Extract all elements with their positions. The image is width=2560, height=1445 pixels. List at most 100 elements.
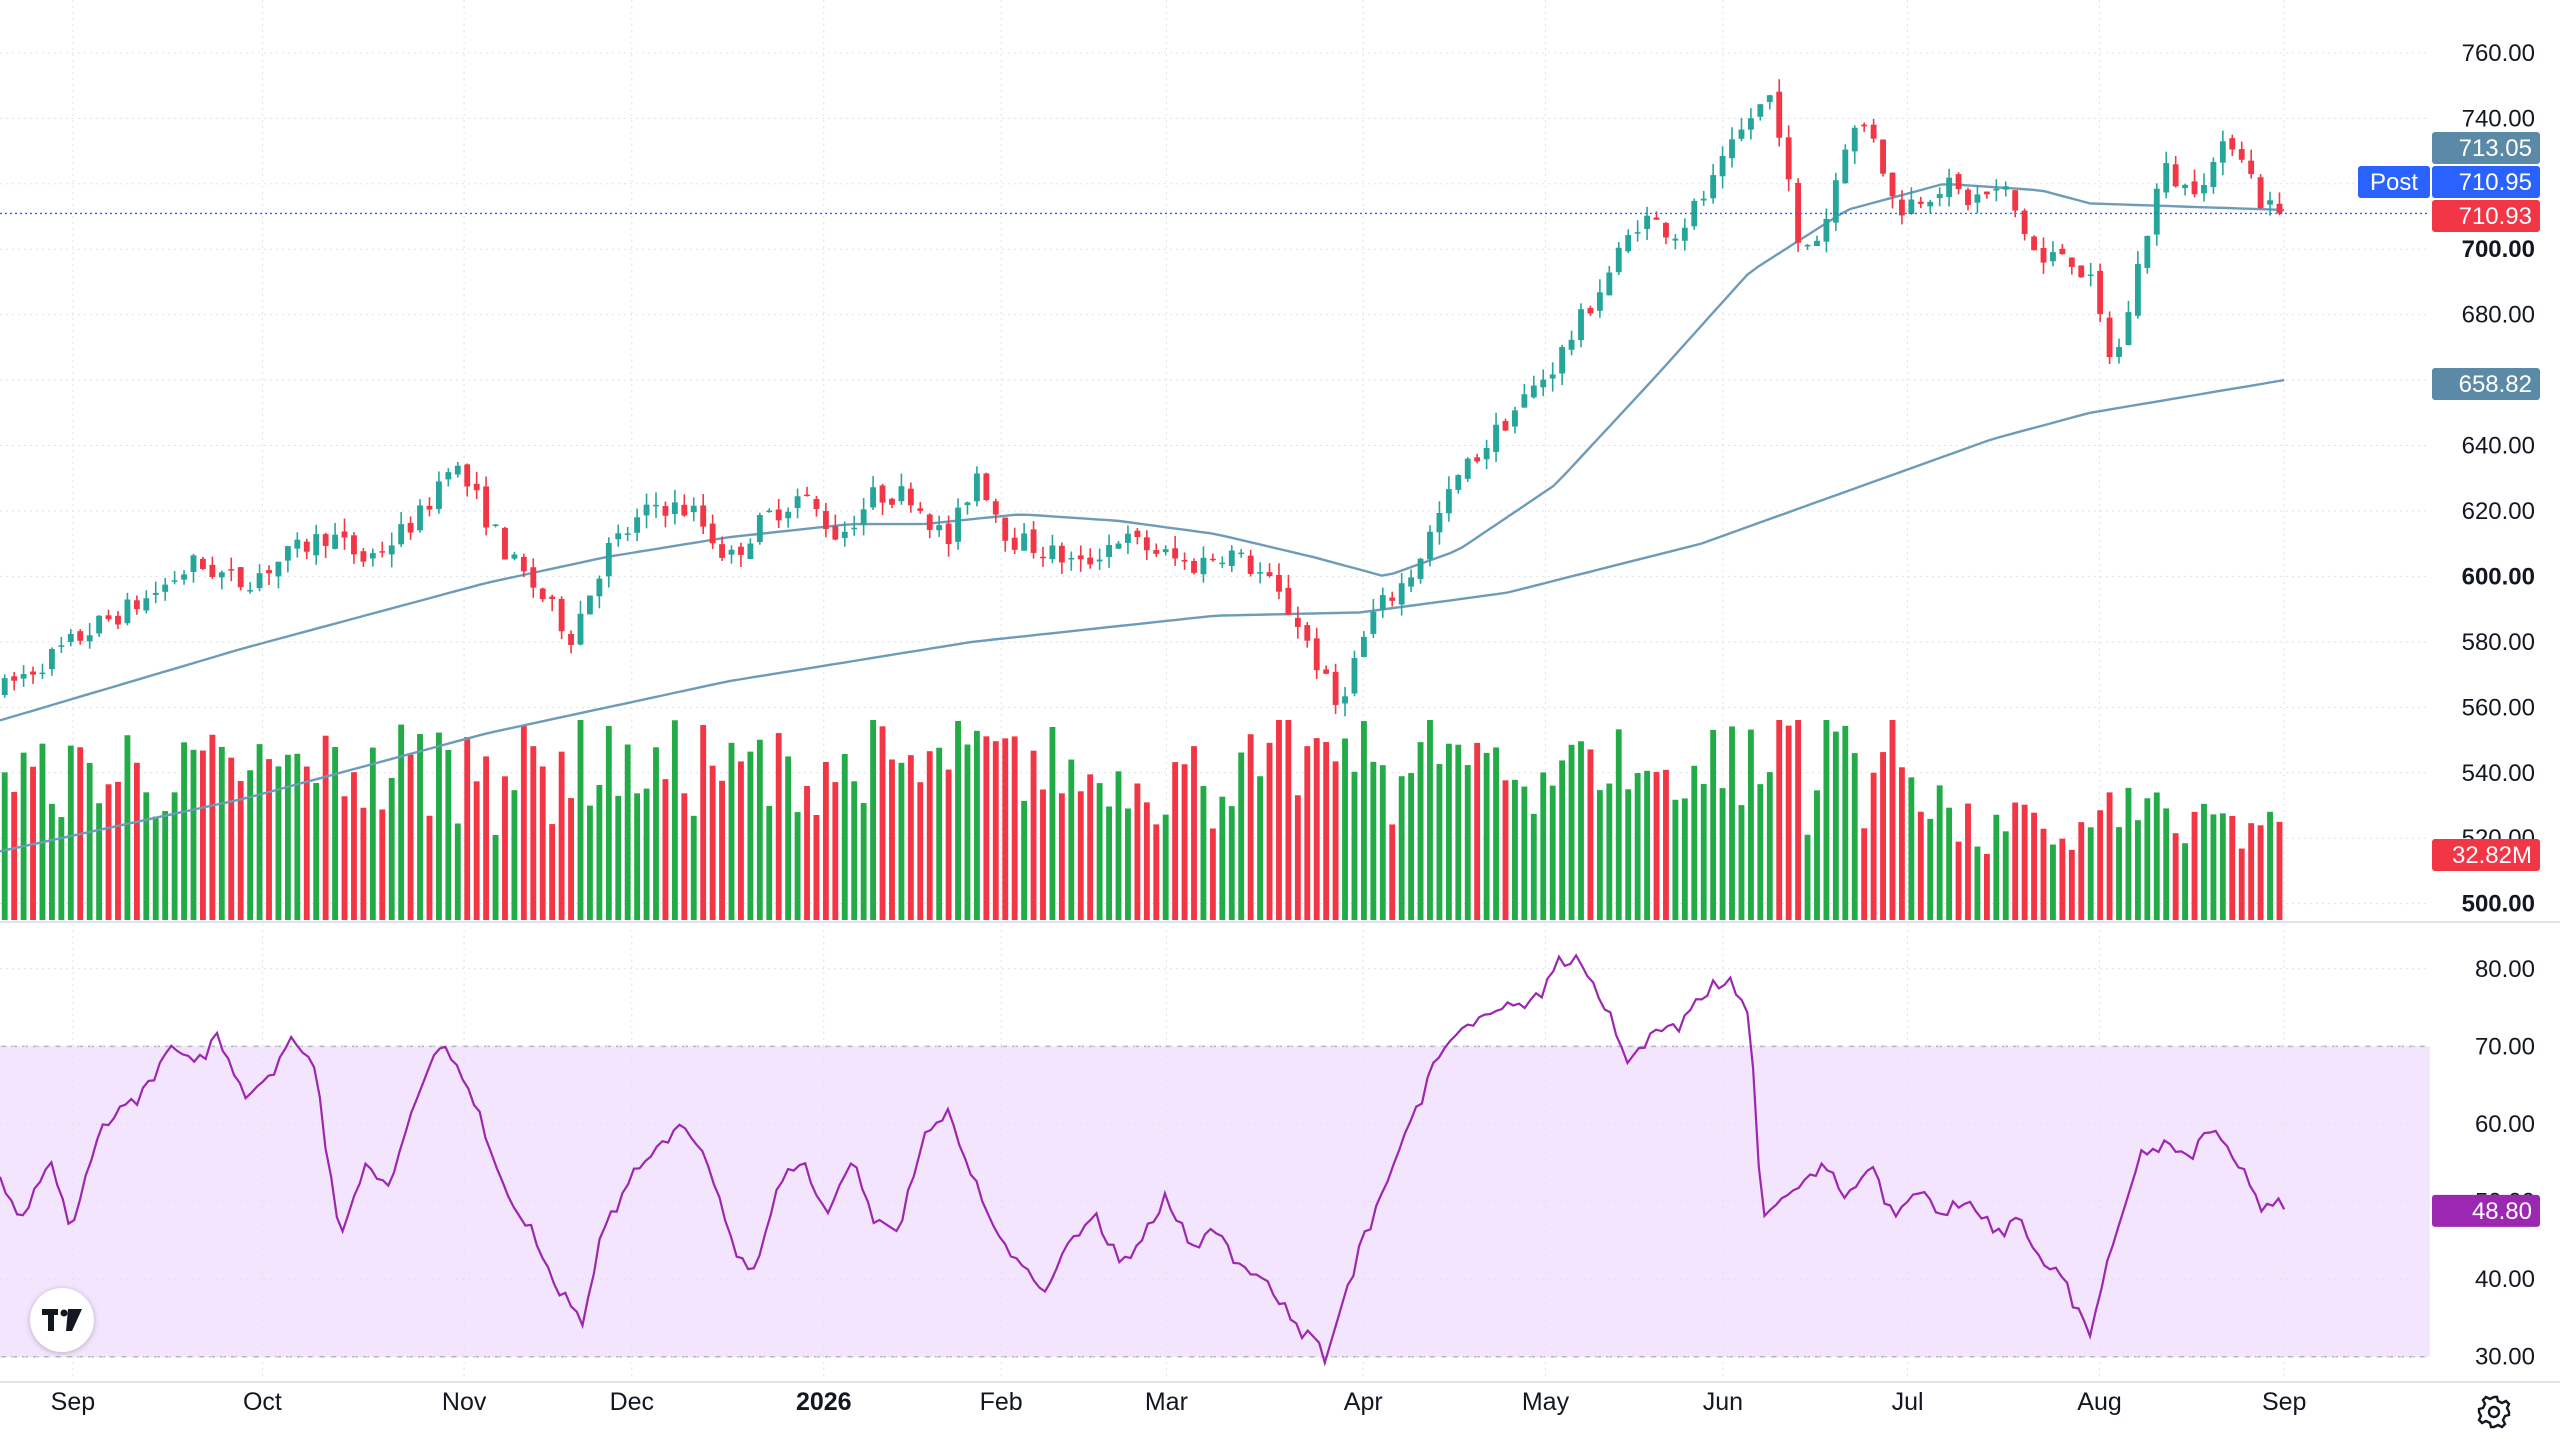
volume-bar <box>2116 827 2122 920</box>
candle-body <box>681 504 688 516</box>
volume-bar <box>1209 828 1216 920</box>
candle-body <box>1672 238 1679 241</box>
candle-body <box>322 534 329 546</box>
volume-bar <box>1842 725 1849 920</box>
volume-bar <box>303 766 310 920</box>
volume-bar <box>200 750 206 920</box>
volume-bar <box>190 749 197 920</box>
volume-bar <box>2248 823 2255 920</box>
candle-body <box>766 510 773 513</box>
settings-gear-icon[interactable] <box>2474 1392 2514 1432</box>
candle-body <box>539 588 546 600</box>
volume-bar <box>1568 744 1575 920</box>
volume-bar <box>11 791 18 920</box>
volume-bar <box>58 817 65 920</box>
volume-bar <box>388 777 395 920</box>
volume-bar <box>719 780 725 920</box>
volume-bar <box>492 835 499 920</box>
time-tick-label: May <box>1522 1388 1570 1416</box>
candle-body <box>1417 558 1424 579</box>
candle-body <box>851 527 858 530</box>
candle-body <box>1559 347 1566 374</box>
candle-body <box>200 558 206 569</box>
volume-bar <box>1549 785 1556 920</box>
time-tick-label: 2026 <box>796 1388 852 1416</box>
volume-bar <box>275 766 282 920</box>
volume-bar <box>2002 831 2009 920</box>
volume-bar <box>2276 821 2283 920</box>
time-tick-label: Aug <box>2077 1388 2121 1416</box>
rsi-badge: 48.80 <box>2432 1194 2540 1227</box>
tradingview-logo-icon <box>42 1309 82 1331</box>
candle-body <box>133 600 140 610</box>
price-tick-label: 640.00 <box>2462 433 2535 460</box>
rsi-tick-label: 40.00 <box>2475 1266 2535 1293</box>
candle-body <box>1842 149 1849 184</box>
volume-bar <box>1634 773 1641 920</box>
candle-body <box>587 595 593 615</box>
candle-body <box>417 505 423 531</box>
candle-body <box>2040 247 2047 263</box>
volume-bar <box>1814 790 1820 920</box>
candle-body <box>964 502 971 506</box>
volume-bar <box>851 781 858 920</box>
volume-bar <box>1946 807 1953 920</box>
candle-body <box>1172 548 1179 559</box>
rsi-line <box>0 953 2286 1367</box>
candle-body <box>1360 636 1367 657</box>
volume-bar <box>332 747 339 920</box>
volume-bar <box>1049 726 1056 920</box>
price-badge-ma: 658.82 <box>2432 367 2540 400</box>
volume-bar <box>1785 725 1792 920</box>
candle-body <box>671 502 678 515</box>
rsi-layer <box>0 953 2286 1367</box>
candle-body <box>2059 248 2066 255</box>
candle-body <box>1644 215 1651 229</box>
price-badge-bg <box>2432 200 2540 232</box>
candle-body <box>615 533 622 540</box>
volume-bar <box>20 752 27 920</box>
volume-bar <box>1861 828 1868 920</box>
volume-bar <box>2201 803 2207 920</box>
volume-bar <box>1379 765 1386 920</box>
candle-body <box>1615 247 1622 273</box>
volume-bar <box>435 732 442 920</box>
candle-body <box>1294 617 1301 627</box>
candle-body <box>1785 137 1792 180</box>
candle-body <box>1427 531 1433 560</box>
volume-bar <box>681 793 688 920</box>
volume-bar <box>1247 734 1254 920</box>
volume-bar <box>171 792 178 920</box>
candle-body <box>1578 309 1584 341</box>
candle-body <box>313 534 320 556</box>
candle-body <box>1087 557 1094 565</box>
volume-bar <box>417 734 423 920</box>
candle-body <box>379 551 386 553</box>
candle-body <box>162 584 169 592</box>
candle-body <box>454 465 461 475</box>
price-badge-post: 710.95 Post <box>2358 166 2540 198</box>
volume-bar <box>1889 720 1896 920</box>
volume-bar <box>502 776 508 920</box>
volume-bar <box>1417 742 1424 920</box>
candle-body <box>48 648 55 670</box>
volume-bar <box>426 815 433 920</box>
candle-body <box>1455 474 1462 490</box>
volume-bar <box>1502 780 1509 920</box>
candle-body <box>709 523 716 544</box>
volume-bar <box>1747 729 1754 920</box>
candle-body <box>388 545 395 555</box>
candle-body <box>2106 317 2113 358</box>
volume-bar <box>1153 824 1160 920</box>
volume-bar <box>1143 802 1150 920</box>
time-tick-label: Oct <box>243 1388 282 1416</box>
candle-body <box>275 561 282 577</box>
candle-body <box>39 672 46 675</box>
tradingview-logo[interactable] <box>30 1288 94 1352</box>
time-tick-label: Jul <box>1892 1388 1924 1416</box>
candle-body <box>728 549 735 555</box>
volume-bar <box>322 735 329 920</box>
volume-bar <box>1257 776 1264 920</box>
